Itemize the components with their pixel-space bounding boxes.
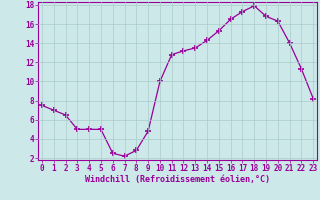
X-axis label: Windchill (Refroidissement éolien,°C): Windchill (Refroidissement éolien,°C) — [85, 175, 270, 184]
